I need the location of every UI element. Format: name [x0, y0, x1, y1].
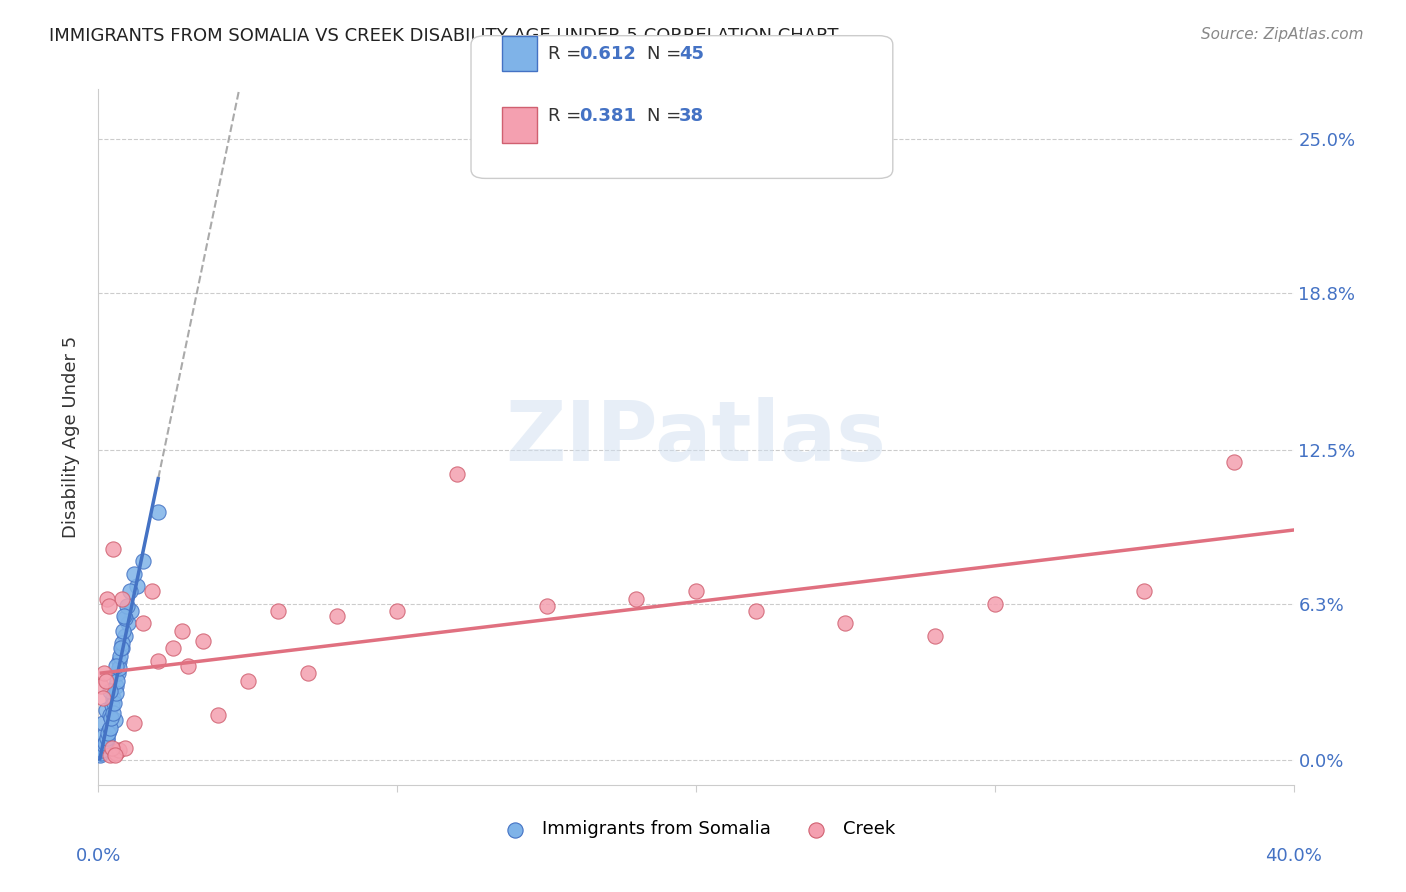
Point [98, 708, 122, 723]
Point [110, 641, 132, 656]
Point [536, 599, 558, 613]
Point [96, 733, 118, 747]
Point [107, 661, 129, 675]
Point [745, 604, 768, 618]
Point [98, 721, 121, 735]
Text: 0.0%: 0.0% [76, 847, 121, 865]
Text: ZIPatlas: ZIPatlas [506, 397, 886, 477]
Point [98, 748, 122, 763]
Point [297, 666, 319, 681]
Point [111, 591, 134, 606]
Point [111, 641, 134, 656]
Point [103, 541, 125, 556]
Point [105, 679, 128, 693]
Point [104, 686, 127, 700]
Point [112, 609, 135, 624]
Text: 0.612: 0.612 [579, 45, 636, 62]
Point [101, 740, 124, 755]
Text: R =: R = [548, 45, 588, 62]
Point [162, 641, 184, 656]
Point [267, 604, 290, 618]
Point [127, 579, 149, 593]
Point [108, 743, 131, 757]
Point [91, 690, 114, 705]
Text: N =: N = [647, 45, 686, 62]
Point [91, 715, 114, 730]
Point [98, 683, 122, 698]
Point [107, 666, 129, 681]
Point [96, 591, 118, 606]
Text: R =: R = [548, 107, 588, 125]
Point [117, 616, 139, 631]
Point [236, 673, 259, 688]
Point [111, 636, 134, 650]
Point [177, 658, 200, 673]
Point [105, 746, 128, 760]
Point [93, 728, 115, 742]
Point [118, 584, 141, 599]
Point [446, 467, 468, 482]
Point [141, 584, 163, 599]
Point [100, 711, 122, 725]
Point [984, 597, 1007, 611]
Point [132, 554, 155, 568]
Point [89, 748, 111, 763]
Point [101, 706, 124, 720]
Text: 40.0%: 40.0% [1265, 847, 1322, 865]
Point [90, 746, 112, 760]
Point [90, 740, 112, 755]
Point [124, 715, 146, 730]
Point [108, 648, 131, 663]
Point [97, 726, 120, 740]
Text: 0.381: 0.381 [579, 107, 637, 125]
Point [105, 658, 128, 673]
Point [93, 666, 115, 681]
Point [120, 604, 142, 618]
Text: 45: 45 [679, 45, 704, 62]
Point [103, 696, 125, 710]
Point [385, 604, 409, 618]
Point [114, 740, 136, 755]
Point [96, 731, 118, 745]
Point [924, 629, 946, 643]
Point [207, 708, 229, 723]
Point [148, 505, 170, 519]
Point [90, 679, 112, 693]
Point [94, 736, 117, 750]
Text: Source: ZipAtlas.com: Source: ZipAtlas.com [1201, 27, 1364, 42]
Point [111, 624, 134, 638]
Legend: Immigrants from Somalia, Creek: Immigrants from Somalia, Creek [489, 814, 903, 846]
Point [101, 698, 124, 713]
Point [1133, 584, 1156, 599]
Point [326, 609, 349, 624]
Point [97, 723, 120, 738]
Point [103, 690, 125, 705]
Point [105, 673, 128, 688]
Point [172, 624, 194, 638]
Point [91, 743, 114, 757]
Text: 38: 38 [679, 107, 704, 125]
Point [114, 629, 136, 643]
Point [94, 673, 117, 688]
Text: IMMIGRANTS FROM SOMALIA VS CREEK DISABILITY AGE UNDER 5 CORRELATION CHART: IMMIGRANTS FROM SOMALIA VS CREEK DISABIL… [49, 27, 839, 45]
Point [191, 633, 214, 648]
Point [148, 654, 170, 668]
Text: N =: N = [647, 107, 686, 125]
Point [124, 566, 146, 581]
Point [97, 599, 120, 613]
Point [1223, 455, 1246, 469]
Point [132, 616, 155, 631]
Point [685, 584, 707, 599]
Point [626, 591, 648, 606]
Point [834, 616, 856, 631]
Point [108, 654, 131, 668]
Point [104, 748, 127, 763]
Point [104, 714, 127, 728]
Point [93, 738, 115, 752]
Point [94, 703, 117, 717]
Point [114, 611, 136, 625]
Point [115, 599, 138, 613]
Y-axis label: Disability Age Under 5: Disability Age Under 5 [62, 336, 80, 538]
